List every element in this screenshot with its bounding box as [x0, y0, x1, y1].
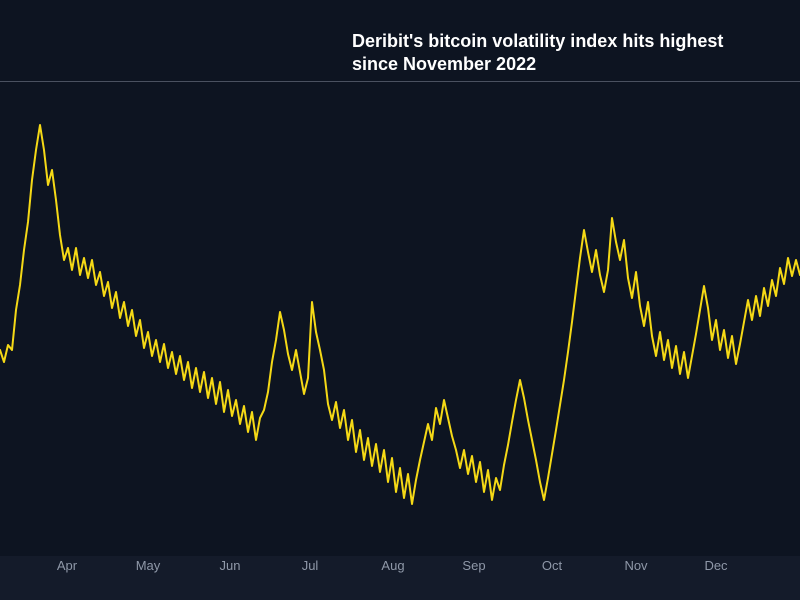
dvol-line [0, 125, 800, 504]
x-axis: Apr May Jun Jul Aug Sep Oct Nov Dec [0, 558, 800, 578]
chart-title: Deribit's bitcoin volatility index hits … [352, 30, 762, 75]
x-tick-label: Dec [704, 558, 727, 573]
x-tick-label: Aug [381, 558, 404, 573]
volatility-chart: Deribit's bitcoin volatility index hits … [0, 0, 800, 600]
x-tick-label: Sep [462, 558, 485, 573]
x-tick-label: Nov [624, 558, 647, 573]
chart-plot-area [0, 0, 800, 600]
x-tick-label: Apr [57, 558, 77, 573]
x-tick-label: Jul [302, 558, 319, 573]
x-tick-label: Jun [220, 558, 241, 573]
x-tick-label: May [136, 558, 161, 573]
x-tick-label: Oct [542, 558, 562, 573]
